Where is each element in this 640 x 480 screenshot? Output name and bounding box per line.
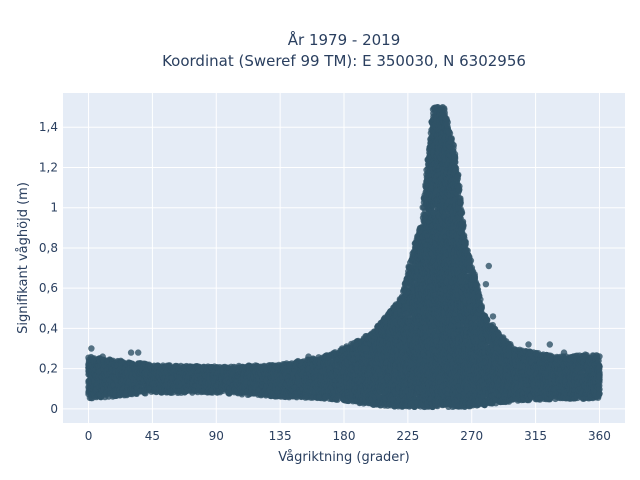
data-points: [85, 104, 603, 411]
